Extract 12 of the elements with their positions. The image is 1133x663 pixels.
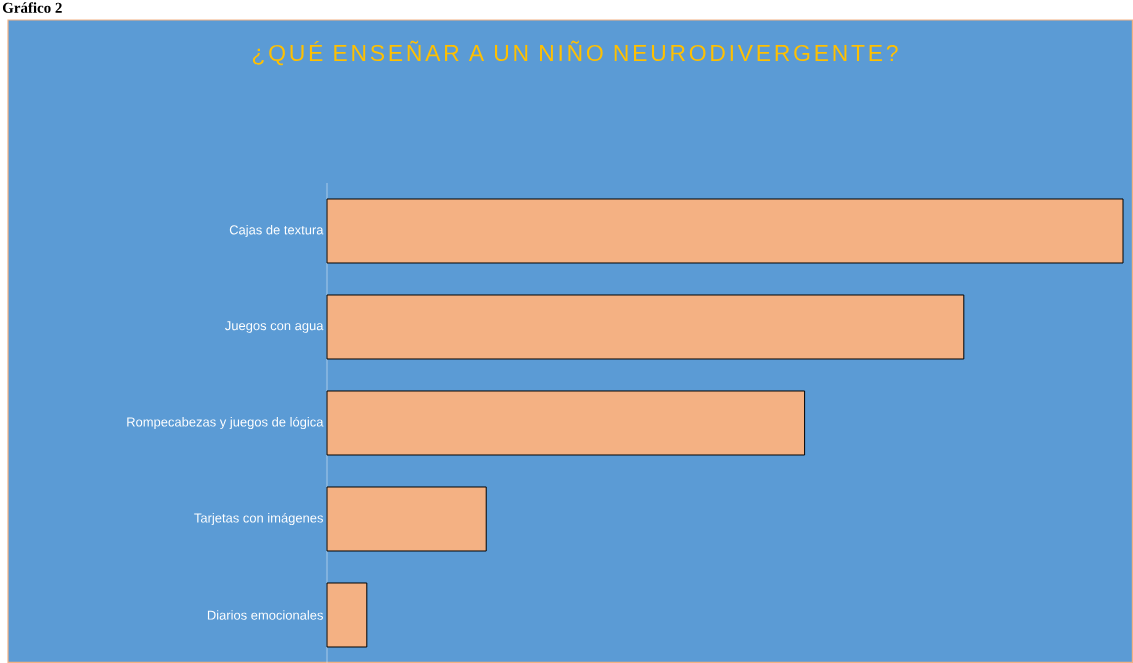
- y-tick-label: Tarjetas con imágenes: [194, 512, 323, 525]
- bar: [326, 294, 965, 360]
- bar: [326, 198, 1124, 264]
- text: Gráfico 2: [2, 2, 62, 13]
- bar: [326, 486, 487, 552]
- y-tick-label: Juegos con agua: [225, 321, 324, 333]
- y-tick-label: Rompecabezas y juegos de lógica: [127, 416, 324, 429]
- y-tick-label: Cajas de textura: [229, 224, 324, 237]
- bar: [326, 582, 368, 648]
- bar: [326, 390, 806, 456]
- chart-title: ¿QUÉ ENSEÑAR A UN NIÑO NEURODIVERGENTE?: [252, 40, 898, 66]
- y-tick-label: Diarios emocionales: [207, 610, 323, 620]
